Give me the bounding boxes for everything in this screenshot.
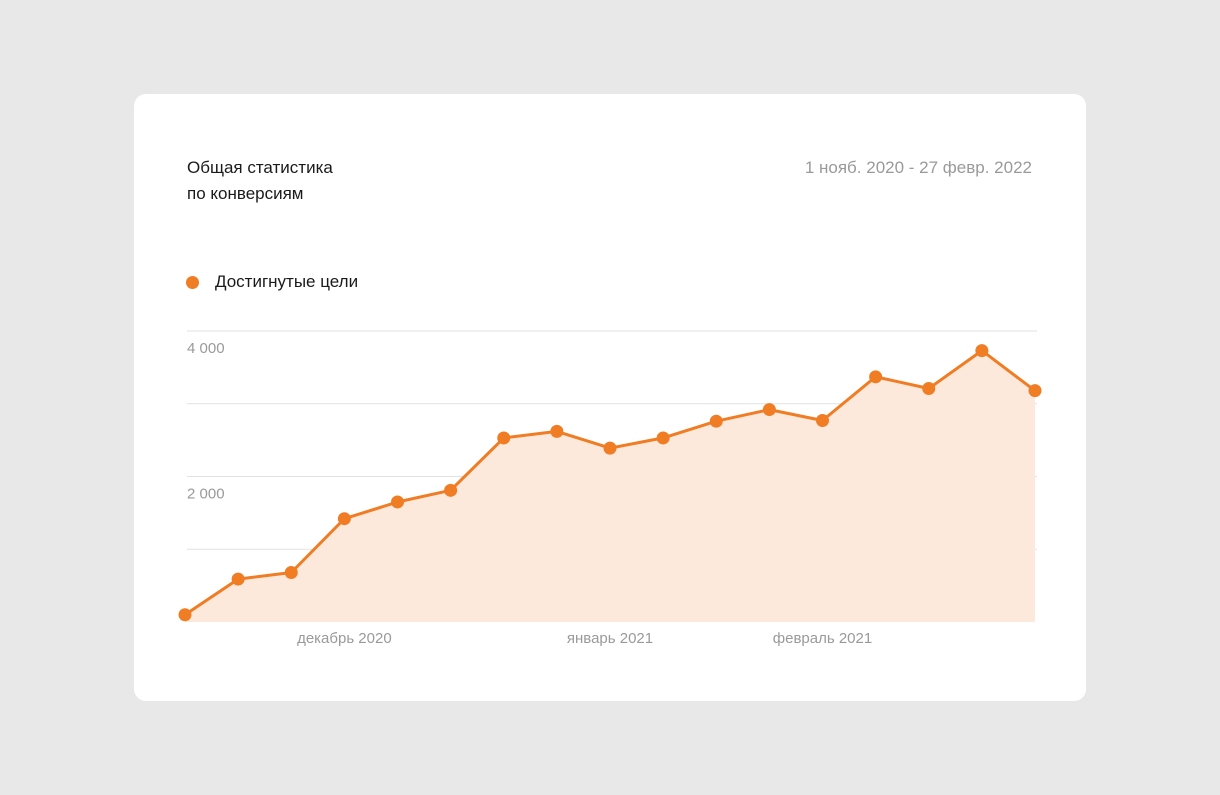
y-tick-label: 2 000 <box>187 486 225 503</box>
chart-title-line1: Общая статистика <box>187 158 333 177</box>
x-axis-ticks: декабрь 2020 январь 2021 февраль 2021 <box>297 630 872 647</box>
x-tick-label: декабрь 2020 <box>297 630 392 647</box>
data-point[interactable] <box>656 431 670 445</box>
conversion-stats-card: Общая статистика по конверсиям 1 нояб. 2… <box>134 94 1086 701</box>
data-point[interactable] <box>231 572 245 586</box>
series-area <box>185 350 1035 622</box>
data-point[interactable] <box>178 608 192 622</box>
data-point[interactable] <box>1028 384 1042 398</box>
legend-label: Достигнутые цели <box>215 272 359 291</box>
data-point[interactable] <box>709 414 723 428</box>
data-point[interactable] <box>603 441 617 455</box>
data-point[interactable] <box>816 413 829 427</box>
date-range[interactable]: 1 нояб. 2020 - 27 февр. 2022 <box>804 158 1032 177</box>
conversion-chart: 4 000 2 000 декабрь 2020 январь 2021 феврал… <box>178 330 1042 647</box>
x-tick-label: январь 2021 <box>567 630 653 647</box>
x-tick-label: февраль 2021 <box>773 630 872 647</box>
data-point[interactable] <box>497 431 511 445</box>
data-point[interactable] <box>444 483 458 497</box>
data-point[interactable] <box>337 512 351 526</box>
data-point[interactable] <box>922 381 936 395</box>
data-point[interactable] <box>284 566 298 580</box>
data-point[interactable] <box>869 370 883 384</box>
y-tick-label: 4 000 <box>187 340 225 357</box>
legend-dot-icon <box>186 275 199 289</box>
series-points <box>178 344 1042 622</box>
y-axis-ticks: 4 000 2 000 <box>187 340 225 503</box>
legend[interactable]: Достигнутые цели <box>186 272 358 292</box>
data-point[interactable] <box>391 495 404 509</box>
data-point[interactable] <box>975 344 989 358</box>
chart-title-line2: по конверсиям <box>187 184 304 203</box>
data-point[interactable] <box>550 424 564 438</box>
data-point[interactable] <box>762 403 776 417</box>
chart-title: Общая статистика по конверсиям <box>187 155 427 207</box>
